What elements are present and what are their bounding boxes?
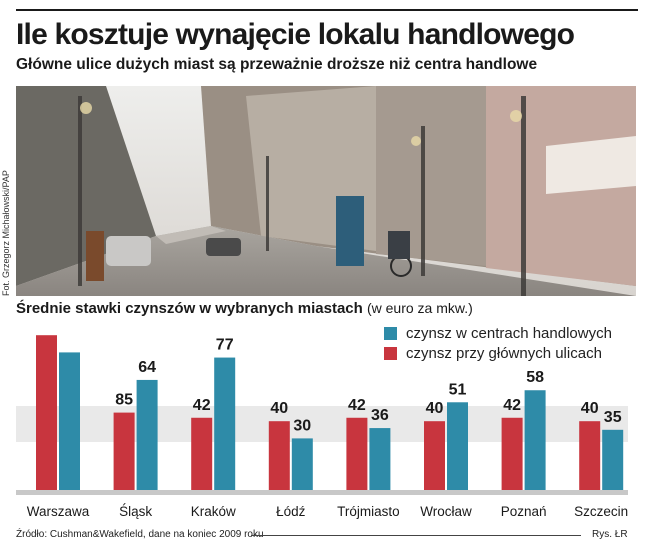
category-label-1: Śląsk [119,504,152,519]
data-label-mall-4: 36 [371,407,389,424]
category-label-7: Szczecin [574,504,628,519]
data-label-street-6: 42 [503,397,521,414]
street-photo-illustration [16,86,636,296]
category-label-5: Wrocław [420,504,472,519]
bar-mall-3 [291,438,313,490]
street-photo [16,86,636,296]
bar-mall-6 [524,390,546,490]
bar-street-2 [191,417,213,490]
category-label-4: Trójmiasto [337,504,400,519]
bar-street-6 [501,417,523,490]
data-label-street-1: 85 [115,392,133,409]
bar-street-1 [113,412,135,490]
bar-mall-5 [447,402,468,490]
legend-label-street: czynsz przy głównych ulicach [406,344,602,362]
bar-street-0 [36,335,57,490]
bar-street-4 [346,417,368,490]
data-label-mall-6: 58 [526,369,544,386]
data-label-street-5: 40 [426,400,444,417]
source-note: Źródło: Cushman&Wakefield, dane na konie… [16,529,264,540]
bar-mall-4 [369,428,391,490]
legend-item-mall: czynsz w centrach handlowych [384,323,612,343]
chart-title: Średnie stawki czynszów w wybranych mias… [16,300,473,317]
data-label-street-4: 42 [348,397,366,414]
bar-street-5 [424,421,445,490]
data-label-mall-2: 77 [216,337,234,354]
category-label-0: Warszawa [27,504,90,519]
page-title: Ile kosztuje wynajęcie lokalu handlowego [16,18,575,51]
author-credit: Rys. ŁR [592,529,628,540]
data-label-mall-5: 51 [449,381,467,398]
page-subtitle: Główne ulice dużych miast są przeważnie … [16,56,538,73]
category-label-6: Poznań [501,504,547,519]
footer-rule [251,535,581,536]
chart-title-text: Średnie stawki czynszów w wybranych mias… [16,300,363,317]
chart-unit: (w euro za mkw.) [366,300,473,316]
legend-item-street: czynsz przy głównych ulicach [384,343,612,363]
legend-label-mall: czynsz w centrach handlowych [406,324,612,342]
category-label-2: Kraków [191,504,236,519]
top-rule [16,9,638,11]
legend-swatch-street [384,346,397,360]
data-label-mall-1: 64 [138,359,156,376]
bar-mall-7 [602,429,624,490]
bar-mall-2 [214,357,236,490]
baseline [16,490,628,495]
bar-mall-1 [136,379,158,490]
data-label-street-7: 40 [581,400,599,417]
category-label-3: Łódź [276,504,306,519]
legend-swatch-mall [384,326,397,340]
bar-street-3 [268,421,290,490]
data-label-street-2: 42 [193,397,211,414]
chart-legend: czynsz w centrach handlowych czynsz przy… [384,323,612,363]
data-label-mall-3: 30 [293,417,311,434]
bar-street-7 [579,421,601,490]
bar-mall-0 [59,352,80,490]
data-label-street-3: 40 [270,400,288,417]
data-label-mall-7: 35 [604,409,622,426]
